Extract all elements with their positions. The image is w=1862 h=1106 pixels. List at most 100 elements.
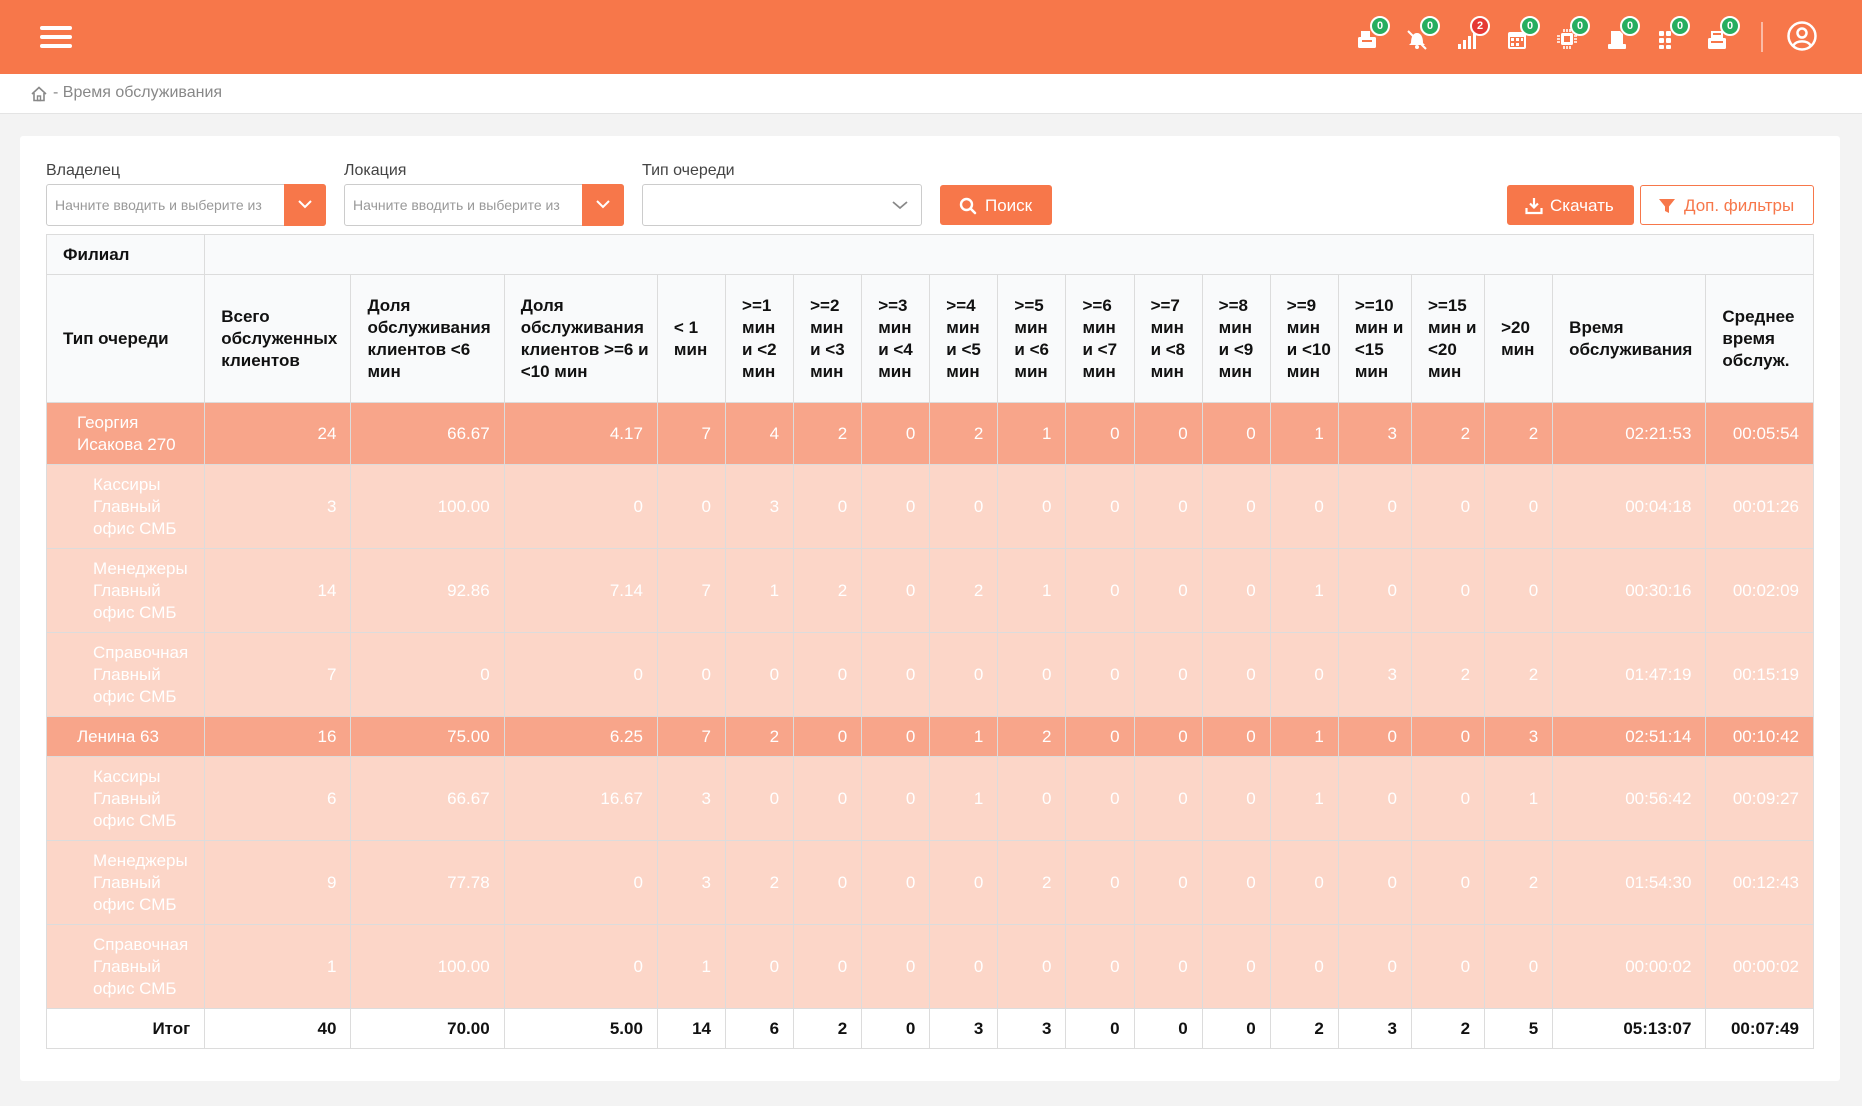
table-cell: 00:00:02: [1705, 924, 1814, 1009]
table-cell: 2: [725, 716, 795, 757]
breadcrumb-current[interactable]: - Время обслуживания: [53, 84, 223, 101]
table-cell: 0: [997, 464, 1067, 549]
owner-select[interactable]: Начните вводить и выберите из: [46, 184, 326, 226]
queue-type-label: Тип очереди: [642, 162, 735, 179]
table-cell: 6.25: [503, 716, 658, 757]
filial-header: Филиал: [45, 234, 206, 275]
row-name-cell: Менеджеры Главный офис СМБ: [45, 548, 206, 633]
notification-cash-register[interactable]: 0: [1354, 16, 1390, 54]
table-cell: 16.67: [503, 756, 658, 841]
menu-icon[interactable]: [40, 24, 74, 50]
report-card: Владелец Начните вводить и выберите из Л…: [20, 136, 1840, 1081]
table-cell: 0: [1065, 402, 1135, 465]
table-cell: 3: [725, 464, 795, 549]
column-header[interactable]: >=10 мин и <15 мин: [1337, 274, 1412, 403]
notification-count-badge: 2: [1470, 16, 1490, 36]
notification-printer[interactable]: 0: [1604, 16, 1640, 54]
grid-icon: [1659, 31, 1671, 49]
download-button[interactable]: Скачать: [1507, 185, 1634, 225]
column-header[interactable]: >=3 мин и <4 мин: [861, 274, 931, 403]
row-name: Справочная Главный офис СМБ: [93, 934, 189, 998]
column-header[interactable]: >20 мин: [1484, 274, 1554, 403]
column-header[interactable]: >=6 мин и <7 мин: [1065, 274, 1135, 403]
column-header[interactable]: >=15 мин и <20 мин: [1410, 274, 1486, 403]
table-cell: 4: [725, 402, 795, 465]
table-cell: 7: [656, 716, 727, 757]
notification-calendar[interactable]: 0: [1504, 16, 1540, 54]
column-header[interactable]: >=5 мин и <6 мин: [997, 274, 1067, 403]
queue-type-row: Кассиры Главный офис СМБ 3 100.00 0 0 3 0 0 0 0 0 0…: [45, 464, 1814, 549]
column-header[interactable]: Время обслуживания: [1552, 274, 1707, 403]
row-name-cell: Итог: [45, 1008, 206, 1049]
table-cell: 2: [1484, 402, 1554, 465]
table-cell: 0: [793, 464, 863, 549]
notification-count-badge: 0: [1370, 16, 1390, 36]
table-cell: 0: [1133, 632, 1203, 717]
table-cell: 0: [793, 756, 863, 841]
user-account-icon[interactable]: [1786, 20, 1818, 52]
table-cell: 6: [725, 1008, 795, 1049]
row-name-cell: Менеджеры Главный офис СМБ: [45, 840, 206, 925]
notification-signal[interactable]: 2: [1454, 16, 1490, 54]
total-row: Итог 40 70.00 5.00 14 6 2 0 3 3 0 0 0 2 3 2 5 05:13:07 00:…: [45, 1008, 1814, 1049]
column-header[interactable]: >=8 мин и <9 мин: [1201, 274, 1271, 403]
column-header[interactable]: >=4 мин и <5 мин: [929, 274, 999, 403]
column-header[interactable]: Доля обслуживания клиентов >=6 и <10 мин: [503, 274, 658, 403]
table-cell: 2: [793, 402, 863, 465]
location-dropdown-button[interactable]: [582, 184, 624, 226]
more-filters-button[interactable]: Доп. фильтры: [1640, 185, 1814, 225]
column-header[interactable]: Тип очереди: [45, 274, 206, 403]
download-icon: [1525, 198, 1543, 215]
table-cell: 0: [1201, 716, 1271, 757]
queue-type-row: Справочная Главный офис СМБ 7 0 0 0 0 0 0 0 0 0 0 0 0…: [45, 632, 1814, 717]
table-cell: 0: [1201, 548, 1271, 633]
home-icon[interactable]: [30, 85, 48, 103]
table-cell: 0: [861, 402, 931, 465]
chevron-down-icon: [298, 200, 312, 209]
table-cell: 0: [1065, 548, 1135, 633]
table-cell: 0: [1065, 632, 1135, 717]
notification-count-badge: 0: [1420, 16, 1440, 36]
notification-grid[interactable]: 0: [1654, 16, 1690, 54]
queue-type-select[interactable]: [642, 184, 922, 226]
table-cell: 0: [1337, 716, 1412, 757]
column-header[interactable]: < 1 мин: [656, 274, 727, 403]
table-cell: 14: [204, 548, 352, 633]
column-header[interactable]: >=9 мин и <10 мин: [1269, 274, 1339, 403]
search-button[interactable]: Поиск: [940, 185, 1052, 225]
notification-atm[interactable]: 0: [1704, 16, 1740, 54]
column-header[interactable]: >=2 мин и <3 мин: [793, 274, 863, 403]
table-cell: 0: [1133, 548, 1203, 633]
column-header[interactable]: >=7 мин и <8 мин: [1133, 274, 1203, 403]
table-cell: 0: [503, 464, 658, 549]
table-cell: 5.00: [503, 1008, 658, 1049]
queue-type-row: Справочная Главный офис СМБ 1 100.00 0 1 0 0 0 0…: [45, 924, 1814, 1009]
column-header[interactable]: >=1 мин и <2 мин: [725, 274, 795, 403]
table-cell: 3: [1337, 402, 1412, 465]
column-header[interactable]: Всего обслуженных клиентов: [204, 274, 352, 403]
table-cell: 0: [1337, 548, 1412, 633]
notification-chip[interactable]: 0: [1554, 16, 1590, 54]
table-cell: 2: [929, 402, 999, 465]
atm-icon: [1708, 31, 1726, 49]
chevron-down-icon: [892, 201, 908, 210]
owner-placeholder: Начните вводить и выберите из: [55, 197, 262, 213]
table-cell: 00:30:16: [1552, 548, 1707, 633]
owner-dropdown-button[interactable]: [284, 184, 326, 226]
row-name: Менеджеры Главный офис СМБ: [93, 558, 188, 622]
queue-type-chevron[interactable]: [885, 185, 915, 225]
table-cell: 02:51:14: [1552, 716, 1707, 757]
table-cell: 0: [861, 756, 931, 841]
table-cell: 3: [656, 756, 727, 841]
table-cell: 0: [1065, 924, 1135, 1009]
table-cell: 0: [725, 632, 795, 717]
location-select[interactable]: Начните вводить и выберите из: [344, 184, 624, 226]
table-cell: 2: [1410, 632, 1486, 717]
column-header[interactable]: Среднее время обслуж.: [1705, 274, 1814, 403]
notification-bell-off[interactable]: 0: [1404, 16, 1440, 54]
table-cell: 0: [1065, 464, 1135, 549]
branch-row: Ленина 63 16 75.00 6.25 7 2 0 0 1 2 0 0 0 1 0 0 3 02:51:1…: [45, 716, 1814, 757]
column-header[interactable]: Доля обслуживания клиентов <6 мин: [350, 274, 505, 403]
table-cell: 0: [997, 756, 1067, 841]
signal-icon: [1458, 31, 1476, 49]
